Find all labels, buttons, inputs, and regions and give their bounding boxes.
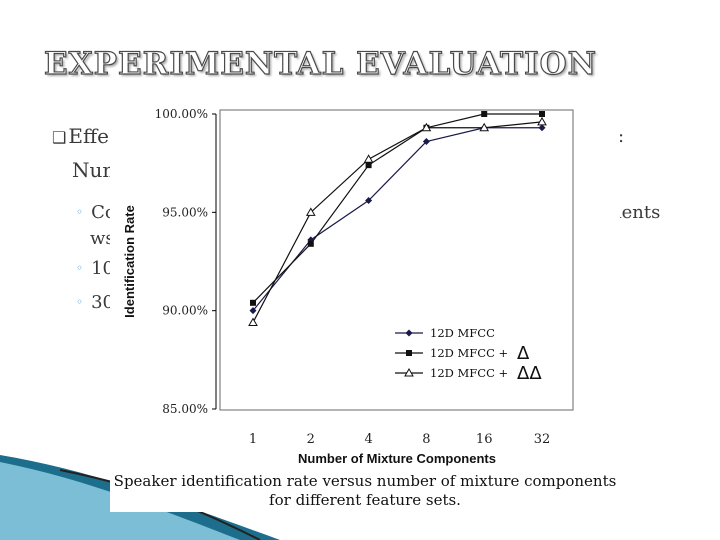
y-tick-label: 95.00% bbox=[162, 205, 208, 219]
data-point-square bbox=[481, 111, 488, 117]
y-tick-label: 100.00% bbox=[155, 107, 208, 121]
legend-marker-diamond bbox=[405, 329, 413, 337]
slide-title: EXPERIMENTAL EVALUATION bbox=[43, 45, 597, 82]
sub-bullet-3-text: 30 bbox=[91, 292, 114, 313]
x-tick-label: 32 bbox=[534, 432, 551, 447]
sub-bullet-icon: ◦ bbox=[76, 295, 84, 309]
series-line-triangle bbox=[252, 121, 543, 323]
sub-bullet-1-line2: ws bbox=[90, 228, 115, 249]
chart-figure: 85.00% 90.00% 95.00% 100.00% 1 2 4 8 16 32 Identif… bbox=[110, 100, 620, 512]
caption-line-2: for different feature sets. bbox=[269, 491, 461, 509]
data-point-square bbox=[365, 162, 372, 169]
data-point-diamond bbox=[365, 197, 373, 205]
legend-marker-square bbox=[406, 350, 412, 356]
data-point-triangle bbox=[248, 317, 258, 326]
legend-delta-symbol: ΔΔ bbox=[517, 363, 542, 384]
x-tick-label: 1 bbox=[249, 432, 257, 447]
x-tick-label: 16 bbox=[476, 432, 493, 447]
line-chart: 85.00% 90.00% 95.00% 100.00% 1 2 4 8 16 32 Identif… bbox=[122, 107, 574, 466]
x-axis-label: Number of Mixture Components bbox=[298, 451, 496, 466]
data-point-diamond bbox=[538, 124, 546, 132]
sub-bullet-2: ◦ 10 bbox=[76, 258, 114, 279]
sub-bullet-icon: ◦ bbox=[76, 261, 84, 275]
data-point-triangle bbox=[537, 116, 547, 126]
bullet-1-right-text: : bbox=[618, 126, 625, 147]
sub-bullet-1-text: Co bbox=[91, 202, 116, 223]
caption-line-1: Speaker identification rate versus numbe… bbox=[113, 472, 617, 490]
bullet-1: ❑ Effe bbox=[52, 124, 109, 148]
y-tick-label: 85.00% bbox=[162, 402, 208, 416]
bullet-box-icon: ❑ bbox=[52, 128, 67, 147]
data-point-diamond bbox=[422, 138, 430, 146]
y-axis-label: Identification Rate bbox=[122, 205, 137, 318]
series-line-square bbox=[252, 113, 542, 304]
sub-bullet-icon: ◦ bbox=[76, 205, 84, 219]
data-point-square bbox=[250, 299, 256, 306]
x-tick-label: 2 bbox=[307, 432, 315, 447]
data-point-triangle bbox=[479, 122, 490, 132]
x-tick-label: 4 bbox=[364, 432, 372, 447]
data-point-triangle bbox=[363, 154, 374, 163]
sub-bullet-2-text: 10 bbox=[91, 258, 114, 279]
sub-bullet-1: ◦ Co bbox=[76, 202, 116, 223]
legend-delta-symbol: Δ bbox=[517, 343, 530, 364]
x-tick-label: 8 bbox=[422, 432, 430, 447]
y-tick-label: 90.00% bbox=[162, 304, 208, 318]
data-point-triangle bbox=[421, 122, 432, 132]
data-point-diamond bbox=[249, 307, 257, 315]
legend-label: 12D MFCC + bbox=[430, 366, 508, 380]
plot-frame bbox=[219, 109, 574, 411]
figure-caption: Speaker identification rate versus numbe… bbox=[110, 472, 620, 510]
data-point-square bbox=[539, 111, 545, 117]
legend-label: 12D MFCC + bbox=[430, 346, 508, 360]
data-point-square bbox=[307, 240, 314, 247]
legend-label: 12D MFCC bbox=[430, 326, 495, 340]
legend-marker-triangle bbox=[404, 367, 414, 377]
sub-bullet-3: ◦ 30 bbox=[76, 292, 114, 313]
data-point-triangle bbox=[305, 207, 316, 216]
bullet-1-text: Effe bbox=[68, 124, 109, 148]
series-line-diamond bbox=[252, 127, 542, 312]
